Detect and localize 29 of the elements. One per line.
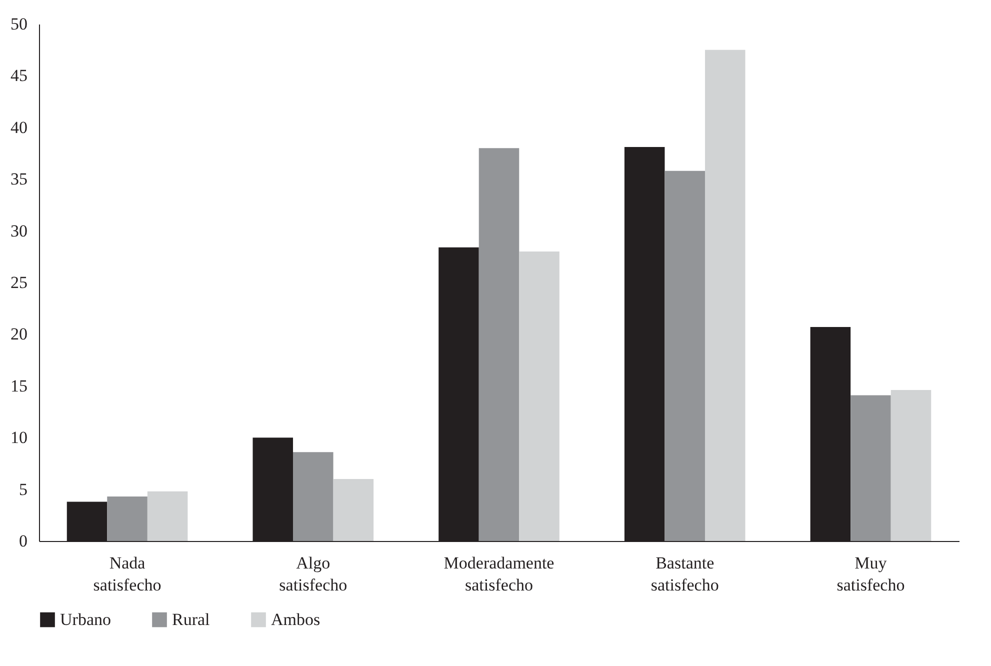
y-tick-label: 45: [10, 66, 28, 86]
bar: [704, 50, 746, 541]
y-tick-label: 0: [19, 532, 28, 550]
y-tick-label: 30: [10, 221, 28, 240]
bar: [664, 170, 705, 541]
bar: [478, 148, 520, 541]
bar: [333, 478, 374, 541]
legend-label: Urbano: [60, 610, 111, 629]
x-tick-label: Bastante satisfecho: [650, 554, 719, 594]
bar: [519, 251, 560, 541]
x-tick-label: Algo satisfecho: [279, 554, 348, 594]
legend-label: Ambos: [271, 610, 320, 629]
x-tick-label: Moderadamente satisfecho: [444, 554, 554, 594]
y-tick-label: 10: [10, 428, 28, 448]
y-tick-label: 40: [10, 118, 28, 137]
bar: [293, 452, 334, 541]
bar: [890, 390, 932, 541]
y-tick-label: 35: [10, 170, 28, 189]
bar: [147, 491, 188, 541]
y-tick-label: 15: [10, 376, 28, 396]
x-tick-label: Muy satisfecho: [836, 554, 905, 594]
y-tick-label: 25: [10, 273, 28, 292]
y-tick-label: 50: [10, 14, 28, 34]
legend-label: Rural: [172, 610, 210, 629]
bar: [107, 496, 148, 541]
y-tick-label: 20: [10, 324, 28, 344]
bar: [850, 395, 891, 541]
x-tick-label: Nada satisfecho: [93, 554, 162, 594]
y-tick-label: 5: [19, 480, 28, 499]
